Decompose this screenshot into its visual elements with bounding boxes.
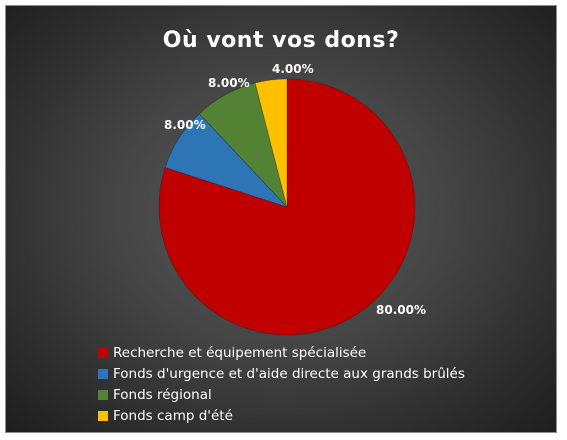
slice-value-label: 8.00% (208, 76, 250, 90)
pie-slice-3 (198, 82, 288, 208)
pie-labels: 80.00% 8.00% 8.00% 4.00% (164, 62, 426, 317)
pie-chart: 80.00% 8.00% 8.00% 4.00% (158, 62, 426, 336)
legend-swatch (98, 389, 108, 400)
legend-swatch (98, 347, 108, 358)
chart-frame: Où vont vos dons? 80.00% 8.00% 8.00% 4.00% … (5, 5, 557, 433)
legend-swatch (98, 368, 108, 379)
slice-value-label: 80.00% (376, 303, 426, 317)
pie-slice-2 (164, 113, 288, 208)
legend-label: Recherche et équipement spécialisée (113, 344, 367, 361)
legend-item: Fonds régional (98, 384, 465, 405)
pie-slice-1 (158, 78, 416, 336)
chart-title: Où vont vos dons? (162, 28, 400, 53)
chart-legend: Recherche et équipement spécialisée Fonds… (98, 342, 465, 426)
legend-item: Fonds camp d'été (98, 405, 465, 426)
slice-value-label: 4.00% (272, 62, 314, 76)
pie-slices (158, 78, 416, 336)
legend-label: Fonds d'urgence et d'aide directe aux gr… (113, 365, 465, 382)
pie-slice-4 (254, 78, 288, 208)
legend-item: Recherche et équipement spécialisée (98, 342, 465, 363)
legend-swatch (98, 410, 108, 421)
legend-item: Fonds d'urgence et d'aide directe aux gr… (98, 363, 465, 384)
legend-label: Fonds régional (113, 386, 212, 403)
slice-value-label: 8.00% (164, 118, 206, 132)
legend-label: Fonds camp d'été (113, 407, 233, 424)
